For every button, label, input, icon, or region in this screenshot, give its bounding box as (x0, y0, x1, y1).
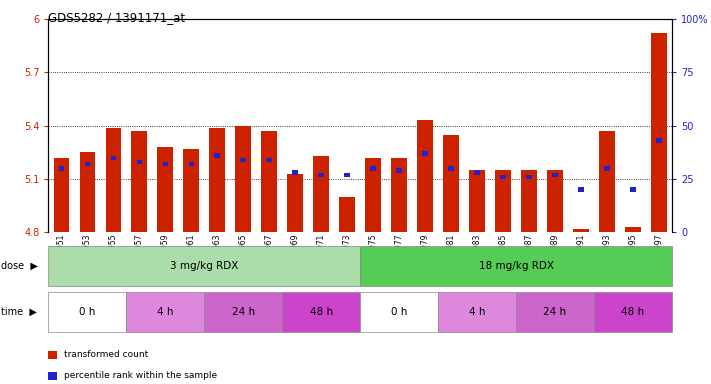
Bar (344, 172, 350, 177)
Bar (656, 139, 662, 143)
Bar (339, 197, 355, 232)
Bar (137, 160, 142, 164)
Bar (396, 168, 402, 173)
Bar (183, 149, 199, 232)
Bar (630, 187, 636, 192)
Bar (314, 156, 329, 232)
Bar (501, 175, 506, 179)
Bar (210, 127, 225, 232)
Bar (552, 172, 557, 177)
Text: time  ▶: time ▶ (1, 307, 37, 317)
Bar (443, 135, 459, 232)
Bar (48, 292, 127, 332)
Bar (651, 33, 667, 232)
Bar (48, 246, 360, 286)
Bar (287, 174, 303, 232)
Bar (262, 131, 277, 232)
Bar (53, 158, 69, 232)
Bar (547, 170, 563, 232)
Bar (573, 229, 589, 232)
Bar (438, 292, 516, 332)
Text: 24 h: 24 h (543, 307, 567, 317)
Bar (215, 153, 220, 158)
Bar (58, 166, 64, 170)
Bar (604, 166, 609, 170)
Bar (474, 170, 480, 175)
Bar (469, 170, 485, 232)
Text: 24 h: 24 h (232, 307, 255, 317)
Bar (127, 292, 204, 332)
Bar (111, 156, 116, 160)
Bar (157, 147, 173, 232)
Bar (292, 170, 298, 175)
Bar (204, 292, 282, 332)
Bar (240, 158, 246, 162)
Bar (188, 162, 194, 166)
Bar (163, 162, 168, 166)
Bar (360, 246, 672, 286)
Bar (282, 292, 360, 332)
Text: 4 h: 4 h (469, 307, 486, 317)
Bar (80, 152, 95, 232)
Text: 0 h: 0 h (79, 307, 95, 317)
Text: 48 h: 48 h (309, 307, 333, 317)
Bar (132, 131, 147, 232)
Bar (578, 187, 584, 192)
Bar (526, 175, 532, 179)
Bar (319, 172, 324, 177)
Text: 0 h: 0 h (391, 307, 407, 317)
Bar (360, 292, 438, 332)
Text: dose  ▶: dose ▶ (1, 261, 38, 271)
Bar (370, 166, 376, 170)
Bar (594, 292, 672, 332)
Bar (496, 170, 510, 232)
Text: 18 mg/kg RDX: 18 mg/kg RDX (479, 261, 553, 271)
Text: 48 h: 48 h (621, 307, 644, 317)
Bar (391, 158, 407, 232)
Text: percentile rank within the sample: percentile rank within the sample (64, 371, 217, 381)
Bar (105, 127, 121, 232)
Bar (417, 121, 433, 232)
Bar (599, 131, 615, 232)
Bar (625, 227, 641, 232)
Text: 3 mg/kg RDX: 3 mg/kg RDX (170, 261, 238, 271)
Bar (449, 166, 454, 170)
Text: transformed count: transformed count (64, 350, 148, 359)
Bar (521, 170, 537, 232)
Bar (516, 292, 594, 332)
Bar (267, 158, 272, 162)
Bar (422, 151, 428, 156)
Text: GDS5282 / 1391171_at: GDS5282 / 1391171_at (48, 12, 186, 25)
Text: 4 h: 4 h (157, 307, 173, 317)
Bar (365, 158, 381, 232)
Bar (85, 162, 90, 166)
Bar (235, 126, 251, 232)
